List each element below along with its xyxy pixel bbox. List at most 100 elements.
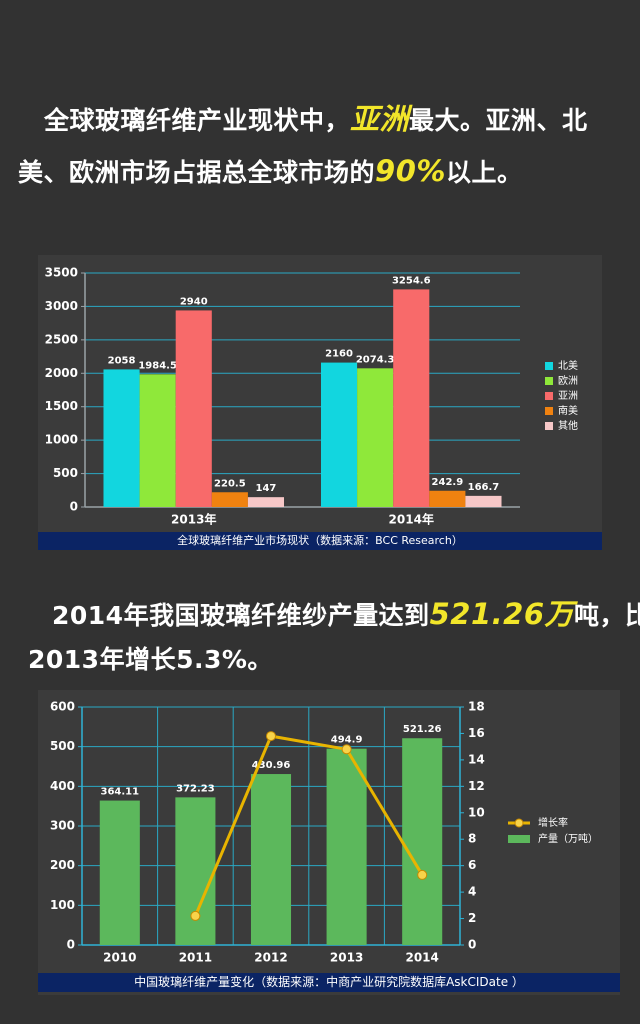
data-label: 494.9 xyxy=(331,735,363,746)
headline-text: 2013年增长5.3%。 xyxy=(28,645,273,674)
data-label: 242.9 xyxy=(432,477,464,488)
y-tick-label: 0 xyxy=(70,500,78,514)
legend-swatch xyxy=(545,377,553,385)
headline: 2014年我国玻璃纤维纱产量达到521.26万吨，比 xyxy=(52,591,640,633)
y-tick-label: 3000 xyxy=(45,299,78,313)
headline-highlight: 亚洲 xyxy=(350,102,410,136)
data-label: 166.7 xyxy=(468,482,500,493)
y2-tick-label: 14 xyxy=(468,752,485,766)
bar xyxy=(211,492,248,507)
line xyxy=(194,734,424,917)
line-point xyxy=(341,744,352,755)
data-label: 364.11 xyxy=(101,787,140,798)
data-label: 2160 xyxy=(325,349,353,360)
headline-text: 2014年我国玻璃纤维纱产量达到 xyxy=(52,601,430,630)
line-point xyxy=(190,910,201,921)
headline: 2013年增长5.3%。 xyxy=(28,640,273,676)
legend-swatch xyxy=(508,835,530,843)
x-tick-label: 2010 xyxy=(103,951,136,965)
y-tick-label: 1500 xyxy=(45,399,78,413)
bar xyxy=(429,490,466,507)
headline: 全球玻璃纤维产业现状中，亚洲最大。亚洲、北 xyxy=(44,96,588,138)
legend-swatch xyxy=(545,392,553,400)
x-tick-label: 2013年 xyxy=(171,512,216,527)
chart-caption: 全球玻璃纤维产业市场现状（数据来源：BCC Research） xyxy=(177,533,463,547)
y-tick-label: 200 xyxy=(50,858,75,872)
x-tick-label: 2014 xyxy=(405,951,438,965)
y2-tick-label: 12 xyxy=(468,779,485,793)
bar xyxy=(320,362,358,507)
y-tick-label: 400 xyxy=(50,779,75,793)
line-point xyxy=(266,731,276,742)
legend-label: 其他 xyxy=(558,419,578,432)
chart-caption: 中国玻璃纤维产量变化（数据来源：中商产业研究院数据库AskCIDate ） xyxy=(134,974,524,989)
y2-tick-label: 10 xyxy=(468,805,485,819)
caption-bar xyxy=(38,532,602,550)
y-tick-label: 2500 xyxy=(45,332,78,346)
data-label: 2940 xyxy=(180,296,208,307)
y-tick-label: 3500 xyxy=(45,266,78,280)
bar xyxy=(175,797,216,945)
data-label: 220.5 xyxy=(214,478,246,489)
y-tick-label: 0 xyxy=(67,938,75,952)
data-label: 430.96 xyxy=(252,760,291,771)
bar xyxy=(393,289,430,507)
legend-swatch xyxy=(545,407,553,415)
headline-text: 吨，比 xyxy=(574,601,640,630)
bar xyxy=(247,497,285,507)
bar xyxy=(175,310,212,507)
x-tick-label: 2011 xyxy=(179,951,212,965)
bar xyxy=(103,369,140,507)
bar xyxy=(402,738,443,945)
headline-text: 最大。亚洲、北 xyxy=(409,106,588,135)
x-tick-label: 2013 xyxy=(330,951,363,965)
y2-tick-label: 0 xyxy=(468,938,476,952)
headline-text: 以上。 xyxy=(445,158,523,187)
y2-tick-label: 16 xyxy=(468,726,485,740)
y2-tick-label: 8 xyxy=(468,832,476,846)
caption-bar xyxy=(38,973,620,992)
legend-label: 增长率 xyxy=(538,816,568,829)
data-label: 372.23 xyxy=(176,783,215,794)
legend-swatch xyxy=(514,818,524,828)
data-label: 2058 xyxy=(108,355,136,366)
y-tick-label: 100 xyxy=(50,898,75,912)
line-point xyxy=(417,869,428,880)
bar xyxy=(99,800,140,945)
y2-tick-label: 2 xyxy=(468,911,476,925)
y-tick-label: 500 xyxy=(53,466,78,480)
bar xyxy=(326,748,367,945)
y-tick-label: 1000 xyxy=(45,433,78,447)
data-label: 1984.5 xyxy=(138,360,177,371)
headline-highlight: 521.26万 xyxy=(429,597,575,631)
headline-text: 美、欧洲市场占据总全球市场的 xyxy=(18,158,376,187)
bar xyxy=(250,774,292,945)
y2-tick-label: 6 xyxy=(468,858,476,872)
legend-label: 欧洲 xyxy=(558,375,578,387)
x-tick-label: 2014年 xyxy=(389,512,434,527)
legend-label: 亚洲 xyxy=(558,390,578,402)
data-label: 2074.3 xyxy=(356,354,395,365)
x-tick-label: 2012 xyxy=(254,951,287,965)
headline-highlight: 90% xyxy=(375,154,446,188)
data-label: 521.26 xyxy=(403,724,442,735)
y2-tick-label: 18 xyxy=(468,700,485,714)
y-tick-label: 600 xyxy=(50,700,75,714)
y-tick-label: 300 xyxy=(50,819,75,833)
bar xyxy=(357,368,394,507)
legend-swatch xyxy=(545,362,553,370)
y2-tick-label: 4 xyxy=(468,885,476,899)
chart: 0 500 1000 1500 2000 2500 3000 3500 2013年 2014年 20… xyxy=(38,255,602,550)
legend-label: 产量（万吨） xyxy=(538,832,598,845)
legend-label: 南美 xyxy=(558,404,578,417)
bar xyxy=(465,495,502,507)
legend-label: 北美 xyxy=(558,359,578,372)
y-tick-label: 2000 xyxy=(45,366,78,380)
data-label: 3254.6 xyxy=(392,275,431,286)
headline: 美、欧洲市场占据总全球市场的90%以上。 xyxy=(18,153,522,189)
chart: 0 100 200 300 400 500 600 0 2 4 6 8 10 12 14 16 18 2010 20… xyxy=(38,690,620,995)
legend-swatch xyxy=(545,422,553,430)
y-tick-label: 500 xyxy=(50,739,75,753)
bar xyxy=(139,374,176,507)
